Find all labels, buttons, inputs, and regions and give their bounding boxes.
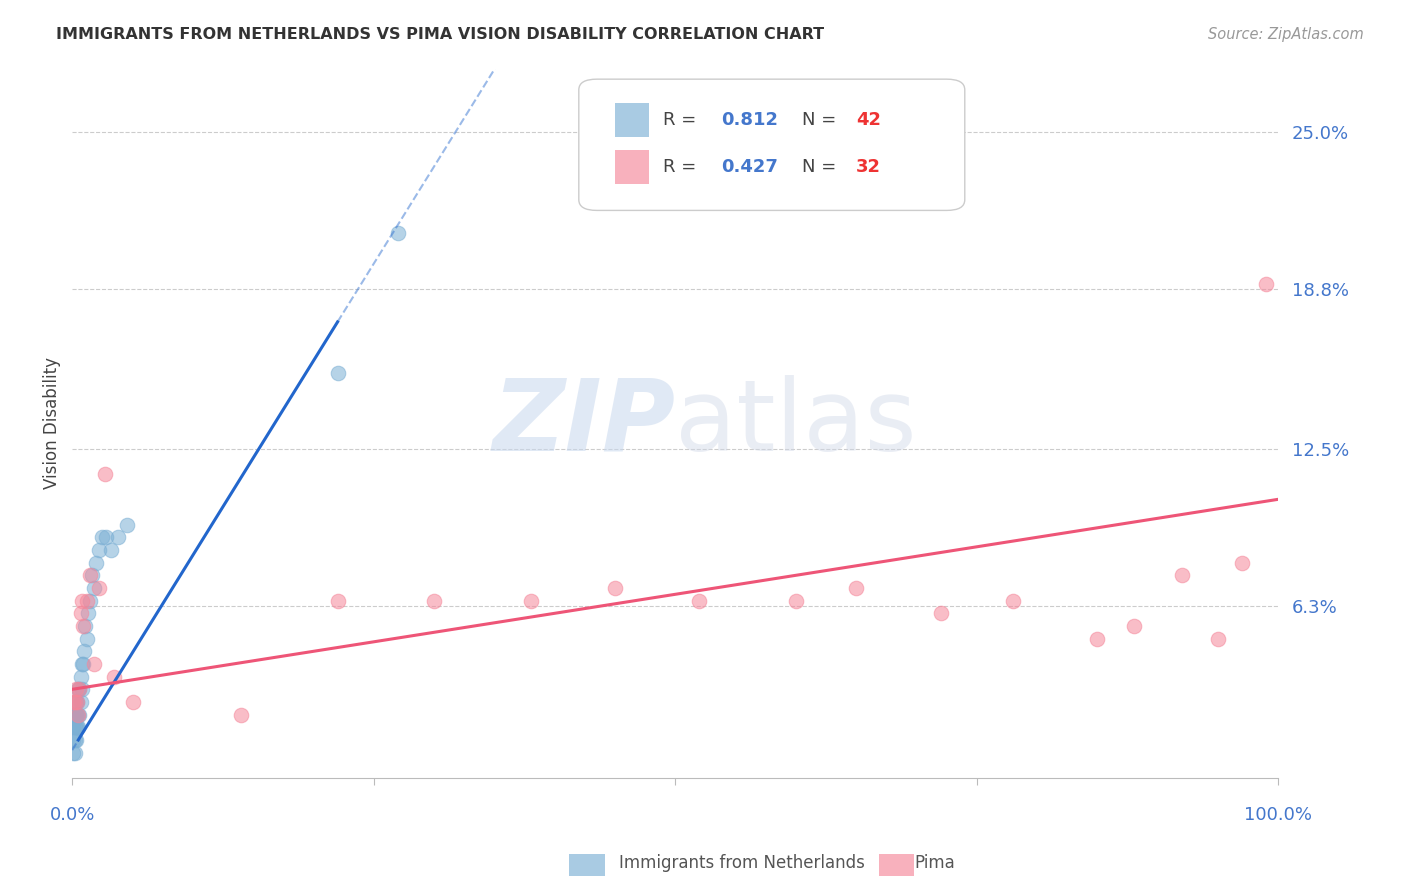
Text: Source: ZipAtlas.com: Source: ZipAtlas.com — [1208, 27, 1364, 42]
Point — [80, 568, 103, 582]
Point — [69, 707, 91, 722]
Point — [63, 746, 86, 760]
Point — [66, 707, 89, 722]
Point — [70, 682, 93, 697]
Text: 32: 32 — [856, 158, 882, 176]
Point — [929, 607, 952, 621]
Point — [77, 607, 100, 621]
Point — [519, 593, 541, 607]
Text: R =: R = — [664, 158, 702, 176]
Point — [67, 682, 90, 697]
Point — [69, 682, 91, 697]
Point — [79, 568, 101, 582]
Point — [62, 720, 84, 734]
Point — [67, 707, 90, 722]
Point — [66, 695, 89, 709]
Point — [1206, 632, 1229, 646]
Point — [73, 644, 96, 658]
Text: ZIP: ZIP — [492, 375, 675, 472]
Point — [87, 543, 110, 558]
Point — [63, 695, 86, 709]
Text: R =: R = — [664, 112, 702, 129]
Y-axis label: Vision Disability: Vision Disability — [44, 358, 60, 490]
Point — [69, 670, 91, 684]
Text: IMMIGRANTS FROM NETHERLANDS VS PIMA VISION DISABILITY CORRELATION CHART: IMMIGRANTS FROM NETHERLANDS VS PIMA VISI… — [56, 27, 824, 42]
Point — [70, 593, 93, 607]
Point — [1230, 556, 1253, 570]
Point — [67, 707, 90, 722]
Point — [229, 707, 252, 722]
Point — [91, 530, 114, 544]
Point — [70, 657, 93, 671]
Point — [63, 720, 86, 734]
Point — [63, 695, 86, 709]
Point — [326, 366, 349, 380]
Point — [79, 593, 101, 607]
Point — [69, 695, 91, 709]
Point — [72, 657, 94, 671]
Point — [69, 607, 91, 621]
Point — [1087, 632, 1109, 646]
Text: Immigrants from Netherlands: Immigrants from Netherlands — [619, 855, 865, 872]
Point — [65, 720, 87, 734]
Point — [1171, 568, 1194, 582]
Point — [76, 632, 98, 646]
Point — [65, 707, 87, 722]
Point — [1256, 277, 1278, 291]
Bar — [614, 150, 648, 184]
Text: N =: N = — [801, 158, 842, 176]
Point — [69, 682, 91, 697]
Point — [62, 695, 84, 709]
Point — [688, 593, 710, 607]
Point — [62, 733, 84, 747]
Point — [785, 593, 807, 607]
Text: 100.0%: 100.0% — [1244, 806, 1312, 824]
Text: 0.812: 0.812 — [721, 112, 778, 129]
Text: atlas: atlas — [675, 375, 917, 472]
Point — [63, 707, 86, 722]
Point — [72, 619, 94, 633]
Point — [87, 581, 110, 595]
Point — [75, 619, 97, 633]
Point — [100, 543, 122, 558]
Text: N =: N = — [801, 112, 842, 129]
Point — [62, 707, 84, 722]
Point — [326, 593, 349, 607]
Point — [65, 733, 87, 747]
Point — [83, 581, 105, 595]
Text: 0.0%: 0.0% — [49, 806, 96, 824]
Point — [121, 695, 143, 709]
Point — [83, 657, 105, 671]
Point — [63, 733, 86, 747]
Point — [66, 695, 89, 709]
Point — [107, 530, 129, 544]
Text: 42: 42 — [856, 112, 882, 129]
Text: Pima: Pima — [914, 855, 955, 872]
Point — [115, 517, 138, 532]
Point — [845, 581, 868, 595]
Point — [603, 581, 626, 595]
Point — [103, 670, 125, 684]
FancyBboxPatch shape — [579, 79, 965, 211]
Point — [65, 682, 87, 697]
Bar — [614, 103, 648, 137]
Point — [65, 695, 87, 709]
Point — [94, 467, 117, 481]
Point — [1122, 619, 1144, 633]
Point — [423, 593, 446, 607]
Point — [94, 530, 117, 544]
Point — [62, 746, 84, 760]
Point — [67, 720, 90, 734]
Point — [1002, 593, 1025, 607]
Point — [86, 556, 108, 570]
Text: 0.427: 0.427 — [721, 158, 778, 176]
Point — [66, 720, 89, 734]
Point — [387, 226, 409, 240]
Point — [76, 593, 98, 607]
